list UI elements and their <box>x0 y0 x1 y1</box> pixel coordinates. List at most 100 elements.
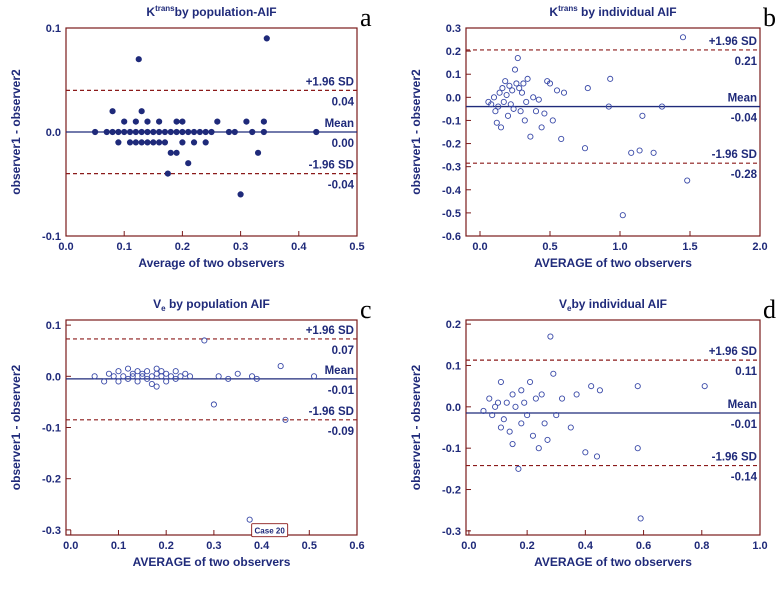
upper-limit-value: 0.04 <box>332 96 355 108</box>
data-point <box>529 432 537 439</box>
x-tick-label: 1.0 <box>612 241 627 253</box>
y-tick-label: 0.1 <box>446 69 461 81</box>
data-point <box>139 370 146 377</box>
data-point <box>144 139 151 146</box>
data-point <box>584 85 591 92</box>
mean-label: Mean <box>325 365 354 377</box>
data-point <box>148 380 155 388</box>
data-point <box>182 370 189 377</box>
y-tick-label: -0.6 <box>442 231 461 243</box>
lower-limit-value: -0.09 <box>328 426 354 438</box>
y-axis-label: observer1 - observer2 <box>409 364 423 490</box>
y-tick-label: -0.2 <box>42 474 61 486</box>
y-tick-label: -0.1 <box>42 423 61 435</box>
chart-panel-d: Veby individual AIF d 0.0 0.2 0.4 0.6 0.8 1.0 -0… <box>409 295 776 569</box>
data-point <box>101 378 108 385</box>
y-tick-label: -0.4 <box>442 185 462 197</box>
y-tick-label: -0.3 <box>442 162 461 174</box>
data-point <box>163 378 170 385</box>
lower-limit-value: -0.28 <box>731 169 758 181</box>
x-tick-label: 0.4 <box>254 540 270 552</box>
data-point <box>637 515 644 522</box>
data-point <box>161 139 169 146</box>
data-point <box>523 98 530 106</box>
data-point <box>524 412 531 419</box>
data-point <box>495 103 502 110</box>
y-tick-label: -0.2 <box>442 485 461 497</box>
data-point <box>202 128 209 136</box>
mean-value: 0.00 <box>332 138 354 150</box>
data-point <box>196 128 203 136</box>
data-point <box>535 445 542 452</box>
data-point <box>513 80 520 87</box>
x-tick-label: 0.4 <box>291 241 307 253</box>
y-tick-label: -0.5 <box>442 208 461 220</box>
x-tick-label: 0.4 <box>578 540 594 552</box>
y-tick-label: 0.2 <box>446 46 461 58</box>
y-tick-label: -0.3 <box>442 526 461 538</box>
data-point <box>532 108 540 115</box>
x-tick-label: 0.2 <box>519 540 534 552</box>
data-point <box>246 516 253 523</box>
data-point <box>636 147 643 154</box>
data-point <box>179 128 186 136</box>
data-point <box>517 108 524 115</box>
upper-limit-label: +1.96 SD <box>709 36 757 48</box>
y-tick-label: -0.1 <box>442 443 461 455</box>
data-point <box>190 139 198 146</box>
x-tick-label: 0.6 <box>636 540 651 552</box>
data-point <box>506 82 513 89</box>
y-tick-label: 0.1 <box>46 320 61 332</box>
x-tick-label: 0.0 <box>461 540 476 552</box>
data-point <box>605 103 612 110</box>
data-point <box>509 440 516 448</box>
data-point <box>507 101 514 108</box>
data-point <box>494 399 502 406</box>
data-point <box>596 387 603 394</box>
chart-panel-b: Ktrans by individual AIF b 0.0 0.5 1.0 1.5 2.0… <box>409 3 776 270</box>
data-point <box>582 449 589 456</box>
plot-frame <box>65 319 358 536</box>
data-point <box>129 373 136 380</box>
data-point <box>208 128 215 136</box>
data-point <box>138 108 145 115</box>
data-point <box>144 118 151 125</box>
data-point <box>115 368 122 375</box>
data-point <box>138 128 145 136</box>
y-tick-label: 0.1 <box>46 23 61 35</box>
data-point <box>490 94 498 101</box>
data-point <box>150 128 157 136</box>
data-point <box>607 75 614 82</box>
data-point <box>126 139 134 146</box>
data-point <box>511 66 519 73</box>
data-point <box>225 375 232 382</box>
data-point <box>215 373 222 380</box>
data-point <box>167 128 174 136</box>
x-axis-label: AVERAGE of two observers <box>534 256 692 270</box>
x-tick-label: 0.1 <box>111 540 126 552</box>
panel-letter: d <box>763 295 776 324</box>
x-tick-label: 1.5 <box>682 241 697 253</box>
x-axis-label: AVERAGE of two observers <box>133 555 291 569</box>
upper-limit-label: +1.96 SD <box>709 346 757 358</box>
x-tick-label: 0.6 <box>349 540 364 552</box>
data-point <box>260 118 267 125</box>
x-tick-label: 0.2 <box>175 241 190 253</box>
data-point <box>186 373 194 380</box>
y-axis-label: observer1 - observer2 <box>409 69 423 195</box>
plot-frame <box>465 27 761 237</box>
data-point <box>124 375 132 382</box>
upper-limit-label: +1.96 SD <box>306 76 354 88</box>
y-tick-label: -0.1 <box>442 115 461 127</box>
data-point <box>124 365 132 372</box>
data-point <box>173 128 180 136</box>
data-point <box>701 383 708 390</box>
y-tick-label: 0.0 <box>446 402 461 414</box>
data-point <box>489 412 496 419</box>
chart-title: Ktrans by individual AIF <box>549 4 676 19</box>
data-point <box>497 124 505 131</box>
y-tick-label: -0.3 <box>42 525 61 537</box>
data-point <box>164 170 171 177</box>
data-point <box>153 383 160 390</box>
y-tick-label: 0.0 <box>446 92 461 104</box>
